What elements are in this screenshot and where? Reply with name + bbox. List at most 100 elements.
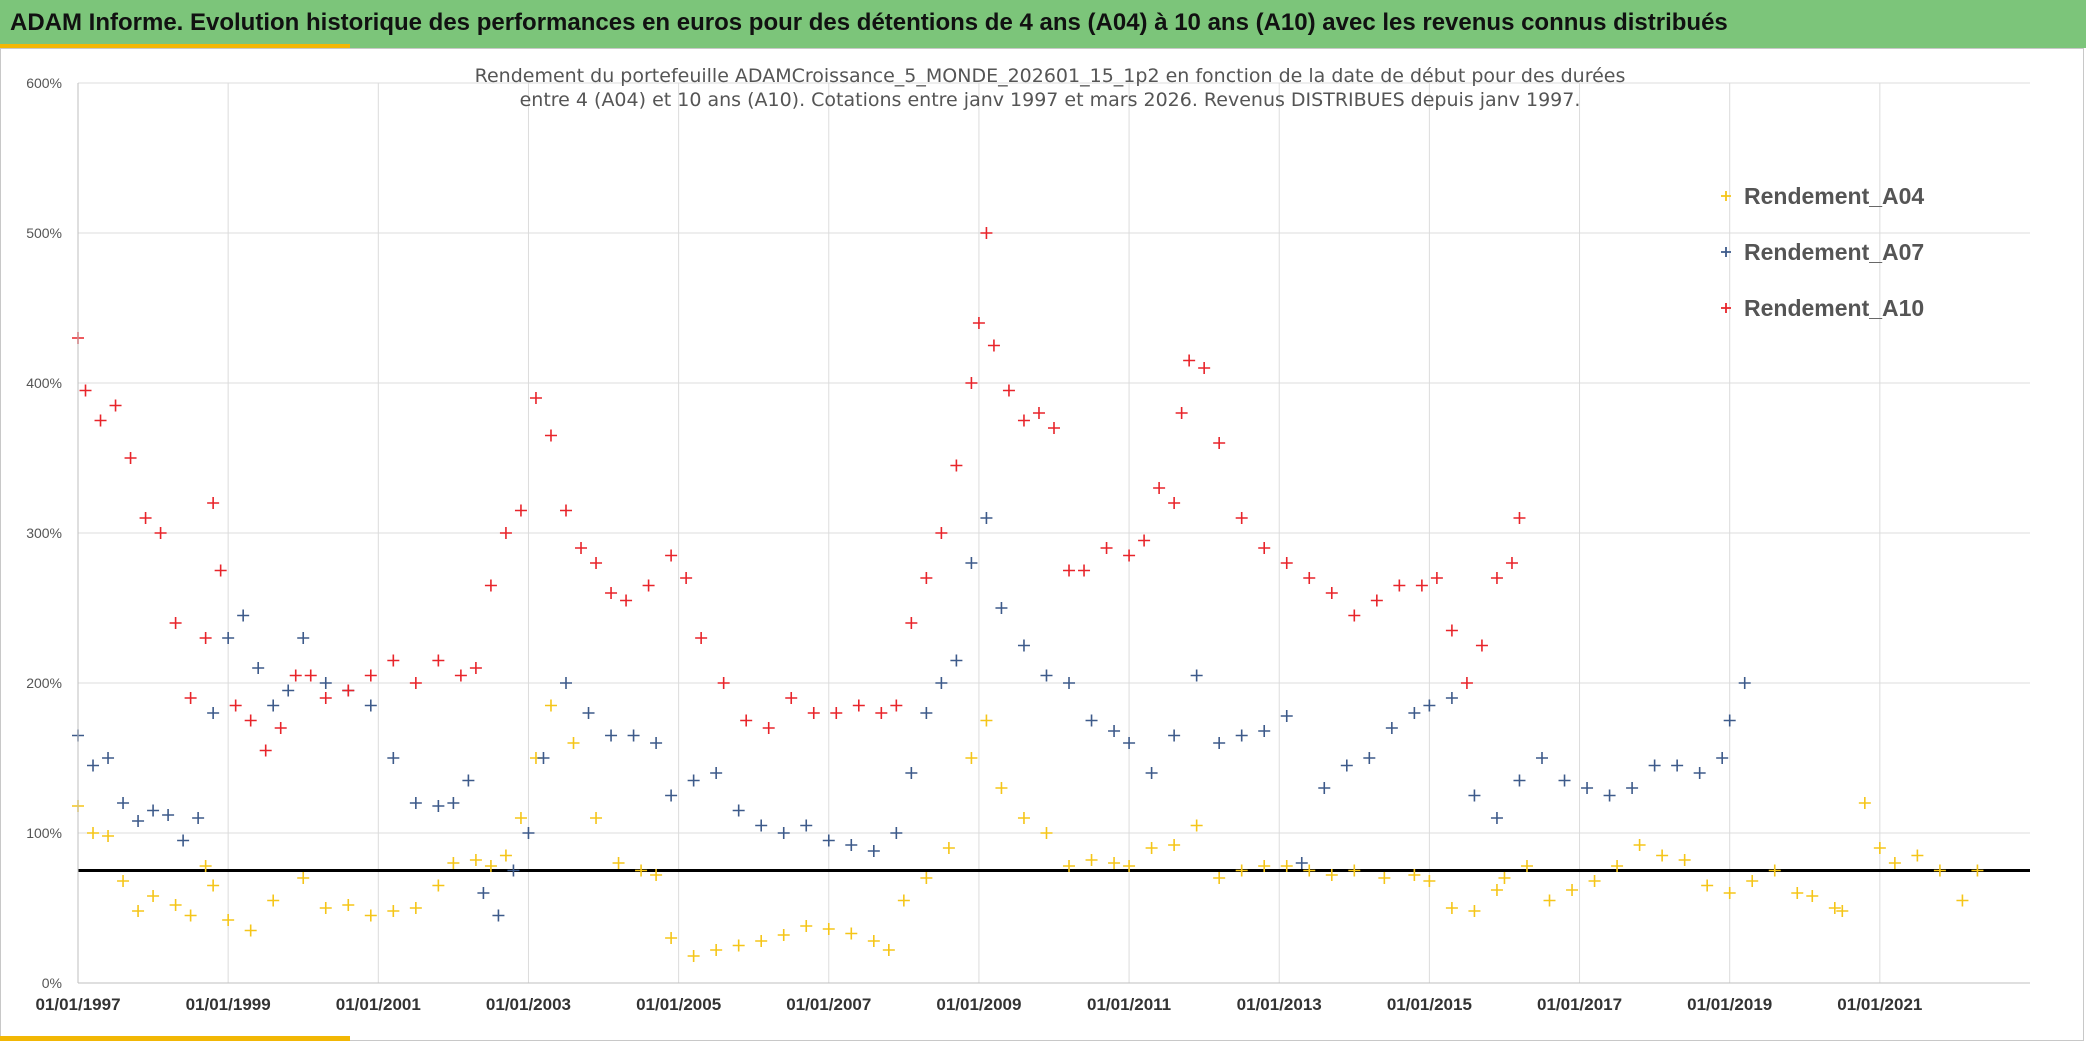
data-point	[1145, 767, 1158, 779]
data-point	[87, 759, 100, 772]
data-point	[1340, 759, 1353, 772]
y-tick-label: 500%	[26, 225, 62, 241]
data-point	[1911, 849, 1924, 862]
data-point	[387, 752, 400, 764]
data-point	[852, 699, 865, 712]
data-point	[1806, 890, 1819, 902]
data-point	[1738, 677, 1751, 689]
data-point	[687, 774, 700, 787]
data-point	[1318, 782, 1331, 794]
data-point	[1213, 437, 1226, 449]
data-point	[935, 677, 948, 689]
data-point	[169, 899, 182, 911]
data-point	[1723, 887, 1736, 899]
data-point	[590, 557, 603, 569]
data-point	[890, 827, 903, 839]
data-point	[154, 527, 167, 539]
data-point	[147, 804, 160, 817]
data-point	[244, 924, 257, 937]
data-point	[1536, 752, 1548, 764]
x-tick-label: 01/01/1997	[35, 995, 120, 1014]
data-point	[1445, 902, 1458, 914]
data-point	[875, 707, 888, 719]
data-point	[432, 800, 445, 812]
data-point	[109, 399, 122, 412]
data-point	[882, 944, 895, 956]
data-point	[687, 950, 700, 962]
legend-label: Rendement_A10	[1744, 295, 1924, 321]
data-point	[1490, 572, 1503, 584]
data-point	[177, 834, 190, 847]
data-point	[1498, 872, 1511, 884]
data-point	[1145, 842, 1158, 854]
chart-title-line2: entre 4 (A04) et 10 ans (A10). Cotations…	[520, 89, 1581, 111]
data-point	[845, 927, 858, 940]
data-point	[980, 512, 993, 524]
legend-marker	[1721, 303, 1731, 313]
data-point	[1430, 572, 1443, 584]
data-point	[342, 684, 355, 697]
data-point	[319, 902, 332, 914]
data-point	[1280, 557, 1293, 569]
data-point	[297, 872, 310, 884]
data-point	[214, 564, 227, 577]
data-point	[1490, 884, 1503, 896]
data-point	[79, 384, 92, 397]
data-point	[1048, 422, 1060, 434]
data-point	[267, 894, 280, 907]
data-point	[1108, 857, 1121, 869]
data-point	[1393, 579, 1406, 592]
data-point	[1002, 384, 1015, 397]
data-point	[1933, 864, 1946, 877]
data-point	[980, 714, 993, 727]
data-point	[980, 227, 993, 239]
x-tick-label: 01/01/2007	[786, 995, 871, 1014]
data-point	[867, 845, 880, 857]
data-point	[297, 632, 310, 644]
data-point	[199, 860, 212, 872]
data-point	[409, 677, 422, 689]
data-point	[1408, 869, 1421, 881]
data-point	[1836, 905, 1849, 917]
data-point	[1123, 549, 1136, 562]
banner-title: ADAM Informe. Evolution historique des p…	[10, 9, 1728, 36]
title-banner: ADAM Informe. Evolution historique des p…	[0, 0, 2086, 48]
data-point	[995, 782, 1008, 794]
data-point	[965, 377, 978, 389]
data-point	[222, 914, 235, 926]
data-point	[484, 579, 497, 592]
data-point	[897, 894, 910, 907]
data-point	[477, 887, 490, 899]
data-point	[777, 929, 790, 941]
x-tick-label: 01/01/2001	[336, 995, 421, 1014]
data-point	[319, 677, 332, 689]
data-point	[222, 632, 235, 644]
data-point	[1348, 609, 1361, 622]
data-point	[845, 839, 858, 851]
data-point	[710, 767, 723, 779]
data-point	[1017, 639, 1030, 652]
data-point	[1505, 557, 1518, 569]
data-point	[1280, 860, 1293, 872]
data-point	[710, 944, 723, 956]
data-point	[244, 714, 257, 727]
data-point	[1611, 860, 1624, 872]
legend-marker	[1721, 247, 1731, 257]
data-point	[560, 504, 572, 517]
data-point	[612, 857, 625, 869]
data-point	[274, 722, 287, 734]
y-tick-label: 600%	[26, 75, 62, 91]
data-point	[1017, 414, 1030, 427]
data-point	[1588, 875, 1601, 887]
data-point	[1325, 587, 1338, 599]
y-tick-label: 0%	[42, 975, 62, 991]
data-point	[1017, 812, 1030, 824]
data-point	[492, 909, 505, 922]
data-point	[514, 504, 527, 517]
data-point	[1235, 729, 1248, 742]
data-point	[785, 692, 798, 704]
data-point	[1183, 354, 1196, 367]
data-point	[1175, 407, 1188, 419]
data-point	[935, 527, 948, 539]
data-point	[207, 707, 220, 719]
